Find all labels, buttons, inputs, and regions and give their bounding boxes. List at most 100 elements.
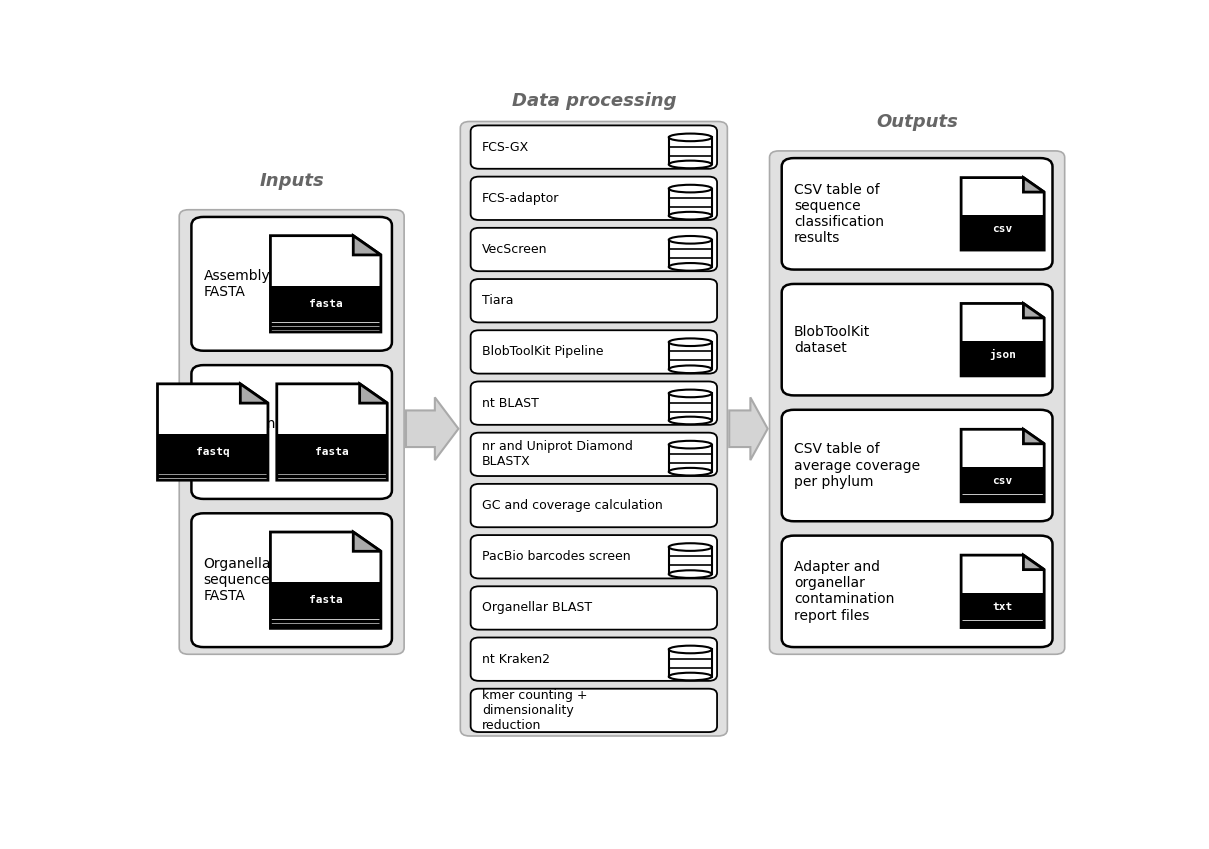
Text: nt BLAST: nt BLAST bbox=[482, 396, 539, 409]
Polygon shape bbox=[961, 555, 1045, 627]
Text: Assembly
FASTA: Assembly FASTA bbox=[203, 269, 271, 299]
Text: CSV table of
sequence
classification
results: CSV table of sequence classification res… bbox=[794, 183, 884, 245]
Ellipse shape bbox=[669, 417, 712, 424]
Text: txt: txt bbox=[993, 602, 1013, 611]
FancyBboxPatch shape bbox=[782, 410, 1053, 521]
Bar bbox=[271, 286, 381, 323]
Bar bbox=[669, 649, 712, 677]
Text: Organellar BLAST: Organellar BLAST bbox=[482, 601, 592, 615]
FancyBboxPatch shape bbox=[191, 514, 392, 647]
Ellipse shape bbox=[669, 212, 712, 220]
FancyBboxPatch shape bbox=[461, 121, 728, 736]
FancyBboxPatch shape bbox=[470, 126, 717, 169]
Ellipse shape bbox=[669, 672, 712, 680]
Polygon shape bbox=[961, 430, 1045, 502]
Text: CSV table of
average coverage
per phylum: CSV table of average coverage per phylum bbox=[794, 442, 920, 489]
Bar bbox=[669, 393, 712, 420]
Text: Data processing: Data processing bbox=[511, 92, 676, 110]
Polygon shape bbox=[353, 532, 381, 551]
Text: nt Kraken2: nt Kraken2 bbox=[482, 653, 550, 666]
Text: BlobToolKit
dataset: BlobToolKit dataset bbox=[794, 324, 870, 355]
Ellipse shape bbox=[669, 571, 712, 578]
Polygon shape bbox=[271, 532, 381, 628]
Text: Sequencing
reads: Sequencing reads bbox=[203, 417, 285, 447]
Ellipse shape bbox=[669, 468, 712, 475]
Bar bbox=[669, 239, 712, 267]
Text: csv: csv bbox=[993, 224, 1013, 234]
Polygon shape bbox=[1024, 430, 1045, 444]
Ellipse shape bbox=[669, 645, 712, 653]
Bar bbox=[669, 138, 712, 165]
FancyBboxPatch shape bbox=[179, 210, 404, 655]
Text: VecScreen: VecScreen bbox=[482, 243, 548, 256]
Ellipse shape bbox=[669, 263, 712, 271]
Polygon shape bbox=[241, 384, 268, 403]
Ellipse shape bbox=[669, 390, 712, 397]
Ellipse shape bbox=[669, 236, 712, 244]
FancyBboxPatch shape bbox=[470, 484, 717, 527]
Text: fasta: fasta bbox=[316, 447, 349, 458]
Text: json: json bbox=[989, 350, 1016, 361]
Bar bbox=[271, 582, 381, 619]
Bar bbox=[277, 434, 387, 470]
Polygon shape bbox=[1024, 177, 1045, 192]
Bar bbox=[961, 467, 1045, 494]
Polygon shape bbox=[359, 384, 387, 403]
Bar bbox=[669, 445, 712, 472]
Ellipse shape bbox=[669, 441, 712, 448]
Text: PacBio barcodes screen: PacBio barcodes screen bbox=[482, 550, 631, 563]
Text: kmer counting +
dimensionality
reduction: kmer counting + dimensionality reduction bbox=[482, 689, 588, 732]
Text: BlobToolKit Pipeline: BlobToolKit Pipeline bbox=[482, 346, 603, 358]
Text: Outputs: Outputs bbox=[877, 113, 958, 132]
Bar bbox=[961, 593, 1045, 621]
Polygon shape bbox=[271, 236, 381, 332]
Text: fasta: fasta bbox=[308, 299, 342, 309]
FancyBboxPatch shape bbox=[191, 217, 392, 351]
FancyBboxPatch shape bbox=[770, 151, 1065, 655]
Bar bbox=[961, 341, 1045, 368]
Polygon shape bbox=[277, 384, 387, 481]
FancyBboxPatch shape bbox=[470, 177, 717, 220]
FancyBboxPatch shape bbox=[470, 381, 717, 424]
Ellipse shape bbox=[669, 160, 712, 168]
Ellipse shape bbox=[669, 365, 712, 373]
Polygon shape bbox=[961, 177, 1045, 250]
Bar bbox=[961, 216, 1045, 243]
FancyBboxPatch shape bbox=[782, 158, 1053, 270]
FancyBboxPatch shape bbox=[470, 689, 717, 732]
Polygon shape bbox=[157, 384, 268, 481]
Ellipse shape bbox=[669, 543, 712, 551]
Bar bbox=[157, 434, 268, 470]
Bar bbox=[669, 342, 712, 369]
FancyBboxPatch shape bbox=[470, 228, 717, 271]
Text: Organellar
sequence
FASTA: Organellar sequence FASTA bbox=[203, 557, 277, 604]
FancyBboxPatch shape bbox=[470, 535, 717, 578]
Ellipse shape bbox=[669, 339, 712, 346]
FancyBboxPatch shape bbox=[470, 433, 717, 476]
FancyBboxPatch shape bbox=[191, 365, 392, 499]
Text: fasta: fasta bbox=[308, 595, 342, 605]
Text: FCS-adaptor: FCS-adaptor bbox=[482, 192, 560, 205]
Text: fastq: fastq bbox=[196, 447, 230, 458]
FancyBboxPatch shape bbox=[470, 587, 717, 630]
FancyBboxPatch shape bbox=[782, 284, 1053, 396]
Text: Inputs: Inputs bbox=[259, 172, 324, 190]
Text: Adapter and
organellar
contamination
report files: Adapter and organellar contamination rep… bbox=[794, 560, 895, 622]
Text: nr and Uniprot Diamond
BLASTX: nr and Uniprot Diamond BLASTX bbox=[482, 441, 632, 469]
Bar bbox=[669, 188, 712, 216]
FancyBboxPatch shape bbox=[470, 279, 717, 323]
Text: FCS-GX: FCS-GX bbox=[482, 141, 530, 154]
Bar bbox=[669, 547, 712, 574]
Polygon shape bbox=[729, 397, 768, 460]
FancyBboxPatch shape bbox=[470, 330, 717, 374]
Polygon shape bbox=[1024, 303, 1045, 318]
Ellipse shape bbox=[669, 133, 712, 141]
Polygon shape bbox=[353, 236, 381, 255]
FancyBboxPatch shape bbox=[782, 536, 1053, 647]
Polygon shape bbox=[406, 397, 458, 460]
FancyBboxPatch shape bbox=[470, 638, 717, 681]
Polygon shape bbox=[1024, 555, 1045, 570]
Polygon shape bbox=[961, 303, 1045, 376]
Text: GC and coverage calculation: GC and coverage calculation bbox=[482, 499, 663, 512]
Text: Tiara: Tiara bbox=[482, 295, 514, 307]
